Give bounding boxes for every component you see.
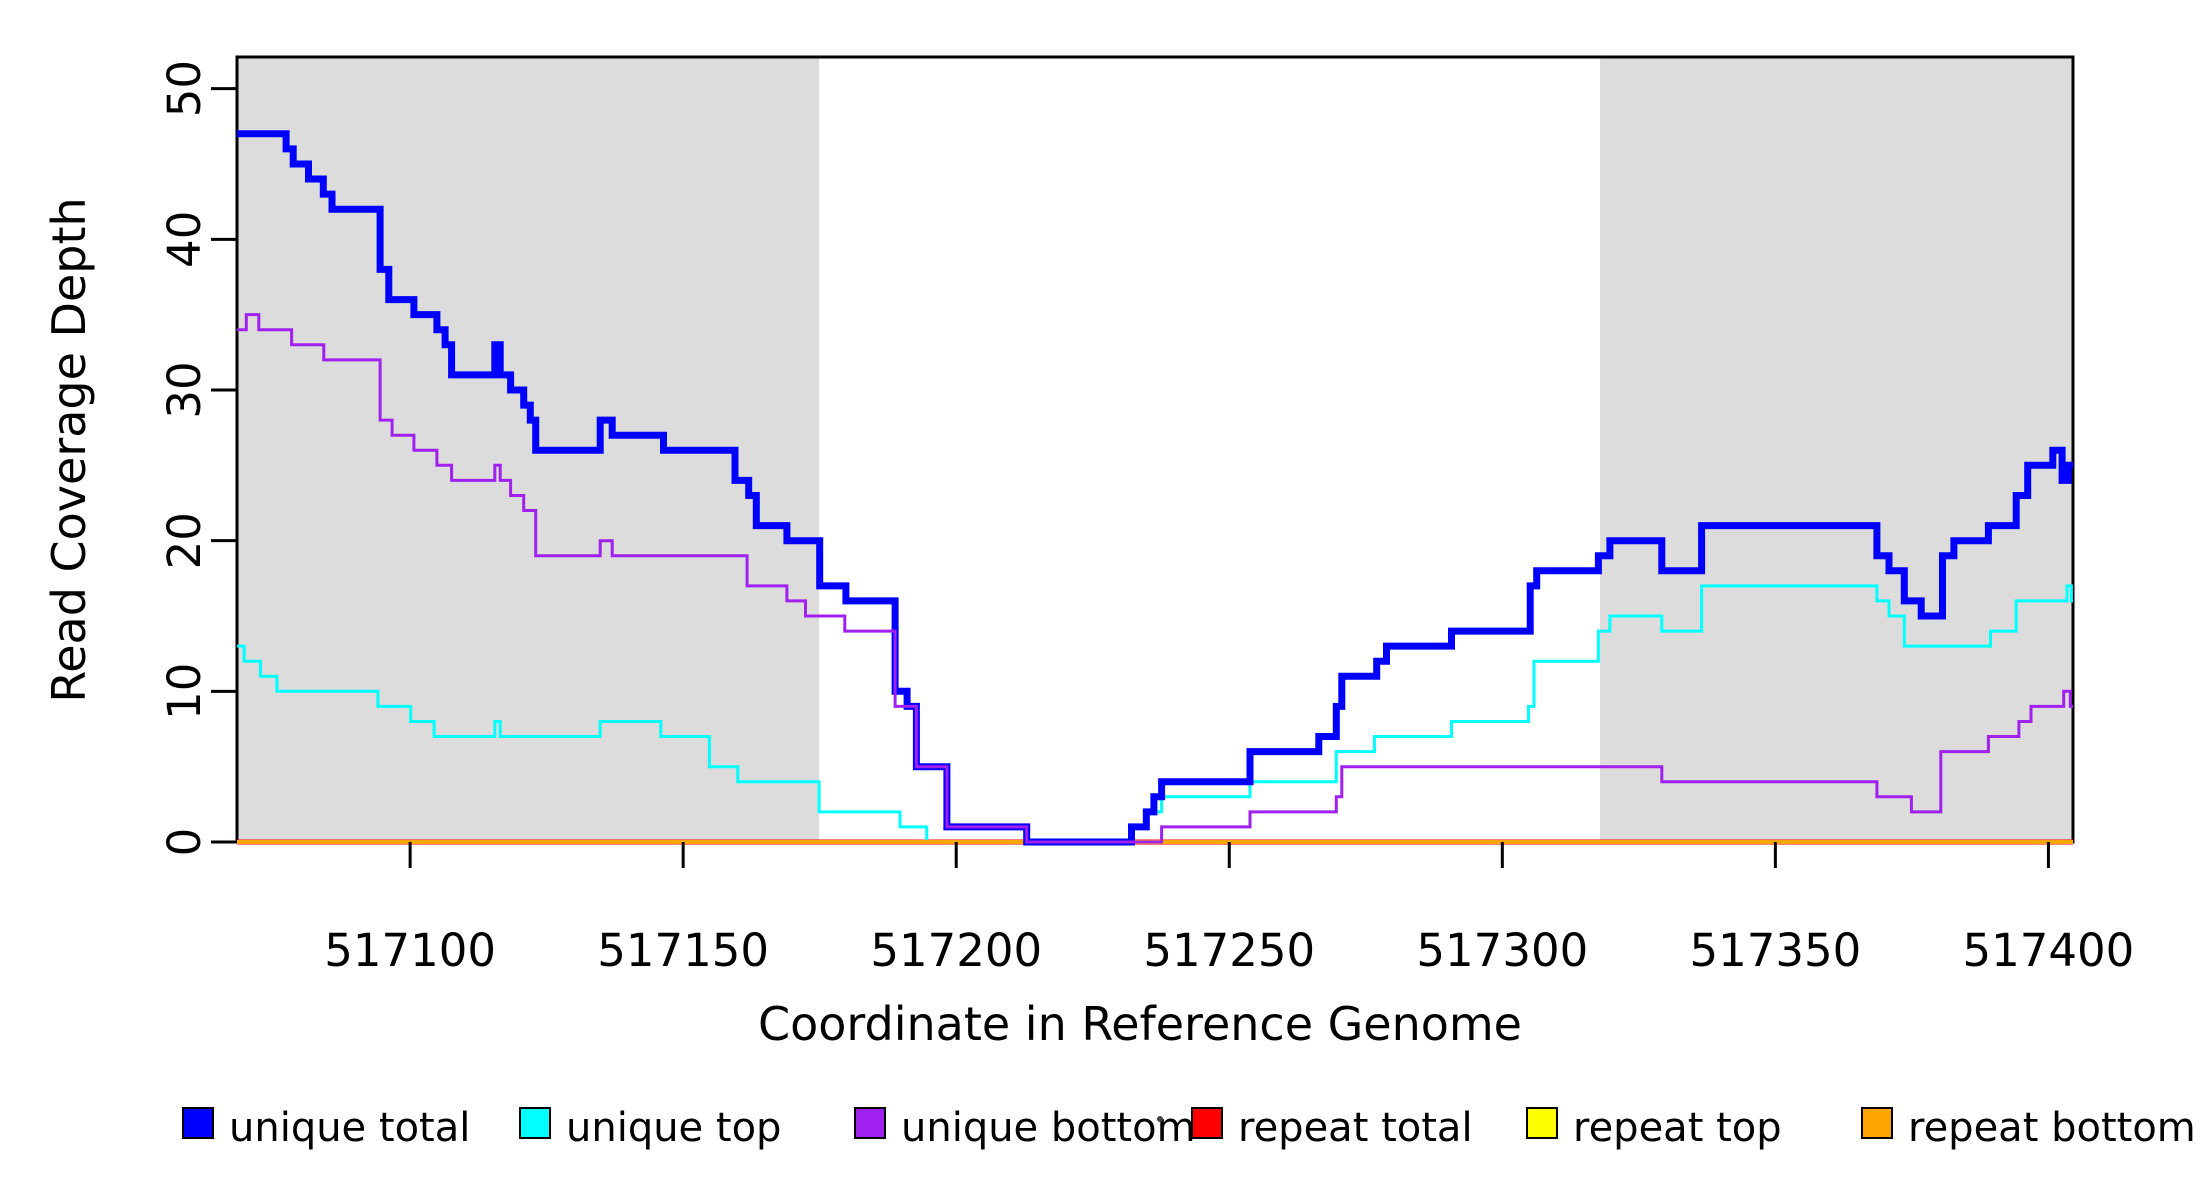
shaded-region [1600, 57, 2073, 842]
series-lines [237, 130, 2073, 846]
legend-swatch-repeat-total [1191, 1107, 1223, 1139]
x-tick-label: 517200 [870, 924, 1042, 977]
y-axis-title: Read Coverage Depth [42, 197, 96, 702]
axes-ticks: 517100 517150 517200 517250 517300 517350 5174… [158, 60, 2134, 977]
stray-dot-artifact [1157, 1116, 1163, 1122]
y-tick-label: 30 [158, 361, 211, 418]
legend-label-repeat-bottom: repeat bottom [1908, 1105, 2196, 1151]
legend-swatch-unique-bottom [854, 1107, 886, 1139]
legend-label-unique-top: unique top [566, 1105, 781, 1151]
x-tick-label: 517300 [1416, 924, 1588, 977]
legend: unique total unique top unique bottom repea… [182, 1105, 2196, 1151]
y-tick-label: 40 [158, 211, 211, 268]
y-tick-label: 20 [158, 512, 211, 569]
y-tick-label: 50 [158, 60, 211, 117]
legend-label-repeat-total: repeat total [1238, 1105, 1473, 1151]
series-unique-top-line [237, 584, 2073, 844]
legend-label-unique-total: unique total [229, 1105, 470, 1151]
x-tick-label: 517400 [1963, 924, 2135, 977]
x-axis-title: Coordinate in Reference Genome [758, 997, 1522, 1051]
legend-label-repeat-top: repeat top [1573, 1105, 1782, 1151]
shaded-regions [237, 57, 2073, 842]
x-tick-label: 517350 [1689, 924, 1861, 977]
series-unique-bottom-line [237, 313, 2073, 844]
legend-swatch-repeat-bottom [1861, 1107, 1893, 1139]
x-tick-label: 517100 [324, 924, 496, 977]
legend-swatch-unique-total [182, 1107, 214, 1139]
y-tick-label: 10 [158, 663, 211, 720]
x-tick-label: 517250 [1143, 924, 1315, 977]
x-tick-label: 517150 [597, 924, 769, 977]
legend-label-unique-bottom: unique bottom [901, 1105, 1196, 1151]
y-tick-label: 0 [158, 828, 211, 857]
legend-swatch-unique-top [519, 1107, 551, 1139]
legend-swatch-repeat-top [1526, 1107, 1558, 1139]
